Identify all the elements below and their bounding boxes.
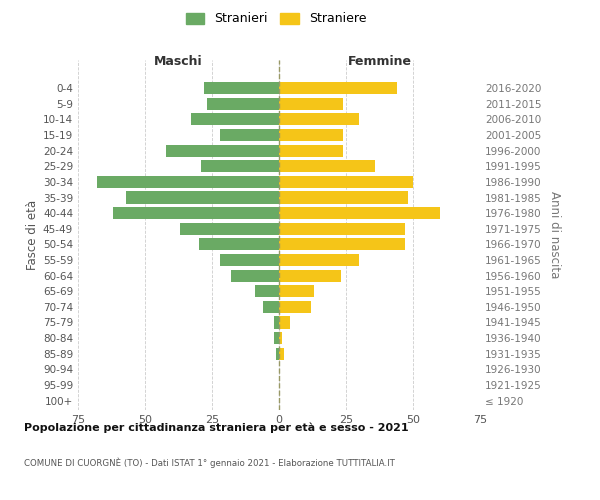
Bar	[263, 301, 279, 313]
Bar	[199, 238, 279, 250]
Bar	[279, 301, 311, 313]
Bar	[113, 207, 279, 219]
Bar	[180, 222, 279, 235]
Bar	[201, 160, 279, 172]
Bar	[279, 192, 407, 203]
Y-axis label: Fasce di età: Fasce di età	[26, 200, 39, 270]
Bar	[279, 316, 290, 328]
Bar	[279, 348, 284, 360]
Text: COMUNE DI CUORGNÈ (TO) - Dati ISTAT 1° gennaio 2021 - Elaborazione TUTTITALIA.IT: COMUNE DI CUORGNÈ (TO) - Dati ISTAT 1° g…	[24, 458, 395, 468]
Bar	[206, 98, 279, 110]
Bar	[274, 316, 279, 328]
Bar	[279, 129, 343, 141]
Bar	[204, 82, 279, 94]
Bar	[220, 129, 279, 141]
Bar	[279, 222, 405, 235]
Bar	[166, 144, 279, 156]
Bar	[255, 285, 279, 298]
Text: Maschi: Maschi	[154, 55, 203, 68]
Bar	[191, 114, 279, 126]
Bar	[97, 176, 279, 188]
Bar	[279, 98, 343, 110]
Bar	[279, 254, 359, 266]
Legend: Stranieri, Straniere: Stranieri, Straniere	[182, 8, 370, 29]
Bar	[220, 254, 279, 266]
Bar	[279, 144, 343, 156]
Text: Popolazione per cittadinanza straniera per età e sesso - 2021: Popolazione per cittadinanza straniera p…	[24, 422, 409, 433]
Bar	[279, 114, 359, 126]
Text: Femmine: Femmine	[347, 55, 412, 68]
Bar	[231, 270, 279, 281]
Bar	[279, 160, 376, 172]
Bar	[126, 192, 279, 203]
Bar	[279, 285, 314, 298]
Bar	[277, 348, 279, 360]
Y-axis label: Anni di nascita: Anni di nascita	[548, 192, 561, 278]
Bar	[274, 332, 279, 344]
Bar	[279, 207, 440, 219]
Bar	[279, 332, 281, 344]
Bar	[279, 238, 405, 250]
Bar	[279, 176, 413, 188]
Bar	[279, 270, 341, 281]
Bar	[279, 82, 397, 94]
